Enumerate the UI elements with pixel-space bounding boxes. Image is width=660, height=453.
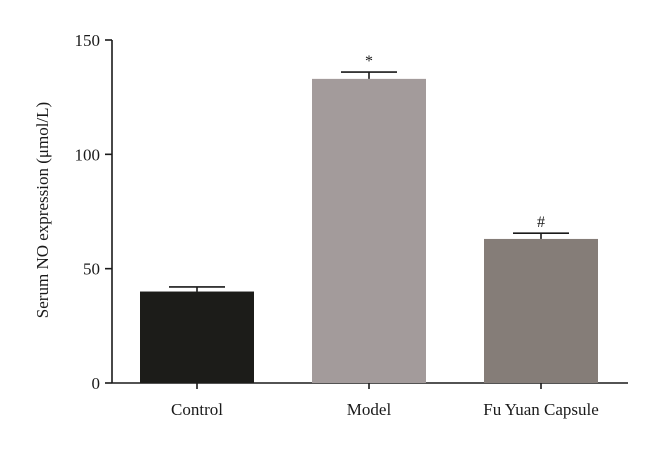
bar bbox=[484, 238, 598, 383]
bars: *# bbox=[140, 53, 598, 383]
bar bbox=[140, 291, 254, 383]
x-tick-label: Fu Yuan Capsule bbox=[483, 400, 599, 419]
x-axis: Control Model Fu Yuan Capsule bbox=[112, 382, 628, 419]
x-tick-label: Model bbox=[347, 400, 392, 419]
y-tick-label: 50 bbox=[83, 260, 100, 279]
y-axis-title: Serum NO expression (μmol/L) bbox=[33, 102, 52, 318]
x-tick-label: Control bbox=[171, 400, 223, 419]
significance-marker: * bbox=[365, 53, 373, 70]
y-axis: 0 50 100 150 bbox=[75, 31, 113, 393]
y-tick-label: 100 bbox=[75, 145, 101, 164]
y-tick-label: 150 bbox=[75, 31, 101, 50]
significance-marker: # bbox=[537, 214, 545, 231]
bar bbox=[312, 78, 426, 383]
y-tick-label: 0 bbox=[92, 374, 101, 393]
